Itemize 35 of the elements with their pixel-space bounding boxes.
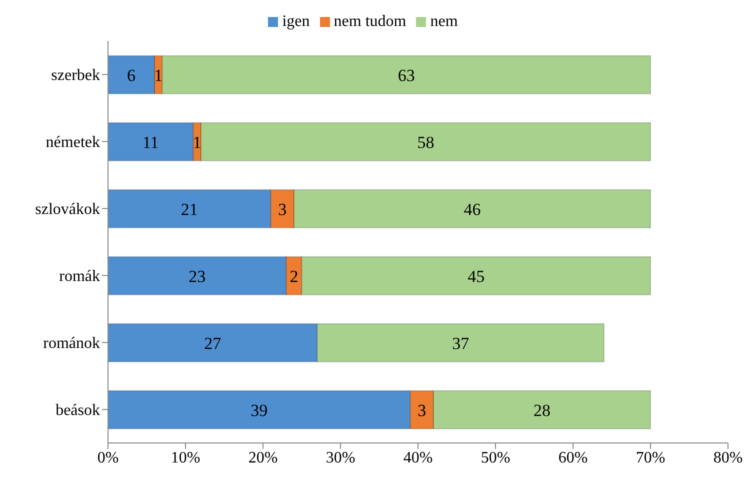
y-tick-label: beások xyxy=(56,402,100,420)
legend-label: nem xyxy=(430,13,458,30)
data-label: 58 xyxy=(417,132,434,152)
data-label: 46 xyxy=(464,200,481,219)
x-tick-label: 10% xyxy=(170,449,200,466)
y-tick-label: romák xyxy=(59,268,100,286)
data-label: 1 xyxy=(154,66,163,85)
x-tick-label: 70% xyxy=(636,449,666,466)
data-label: 3 xyxy=(418,400,426,420)
data-label: 28 xyxy=(534,400,550,420)
y-tick-label: szerbek xyxy=(51,67,100,84)
data-label: 23 xyxy=(188,266,206,286)
legend-label: igen xyxy=(282,13,310,30)
x-tick-label: 60% xyxy=(558,449,588,466)
y-tick-label: románok xyxy=(43,335,100,352)
data-label: 21 xyxy=(180,200,198,219)
x-tick-label: 0% xyxy=(97,449,119,466)
x-tick-label: 20% xyxy=(248,449,278,466)
x-tick-label: 40% xyxy=(403,449,433,466)
x-tick-label: 50% xyxy=(480,449,510,466)
y-tick-label: németek xyxy=(46,134,100,152)
x-tick-label: 30% xyxy=(326,449,356,466)
x-tick-label: 80% xyxy=(713,449,743,466)
data-label: 27 xyxy=(204,334,222,353)
data-label: 3 xyxy=(278,200,287,219)
data-label: 45 xyxy=(468,266,485,286)
data-label: 37 xyxy=(452,334,470,353)
data-label: 63 xyxy=(398,66,415,85)
data-label: 2 xyxy=(290,266,298,286)
data-label: 11 xyxy=(142,132,159,152)
data-label: 6 xyxy=(127,66,136,85)
legend-label: nem tudom xyxy=(334,13,406,30)
data-label: 39 xyxy=(250,400,268,420)
y-tick-label: szlovákok xyxy=(35,201,100,218)
data-label: 1 xyxy=(192,132,202,152)
